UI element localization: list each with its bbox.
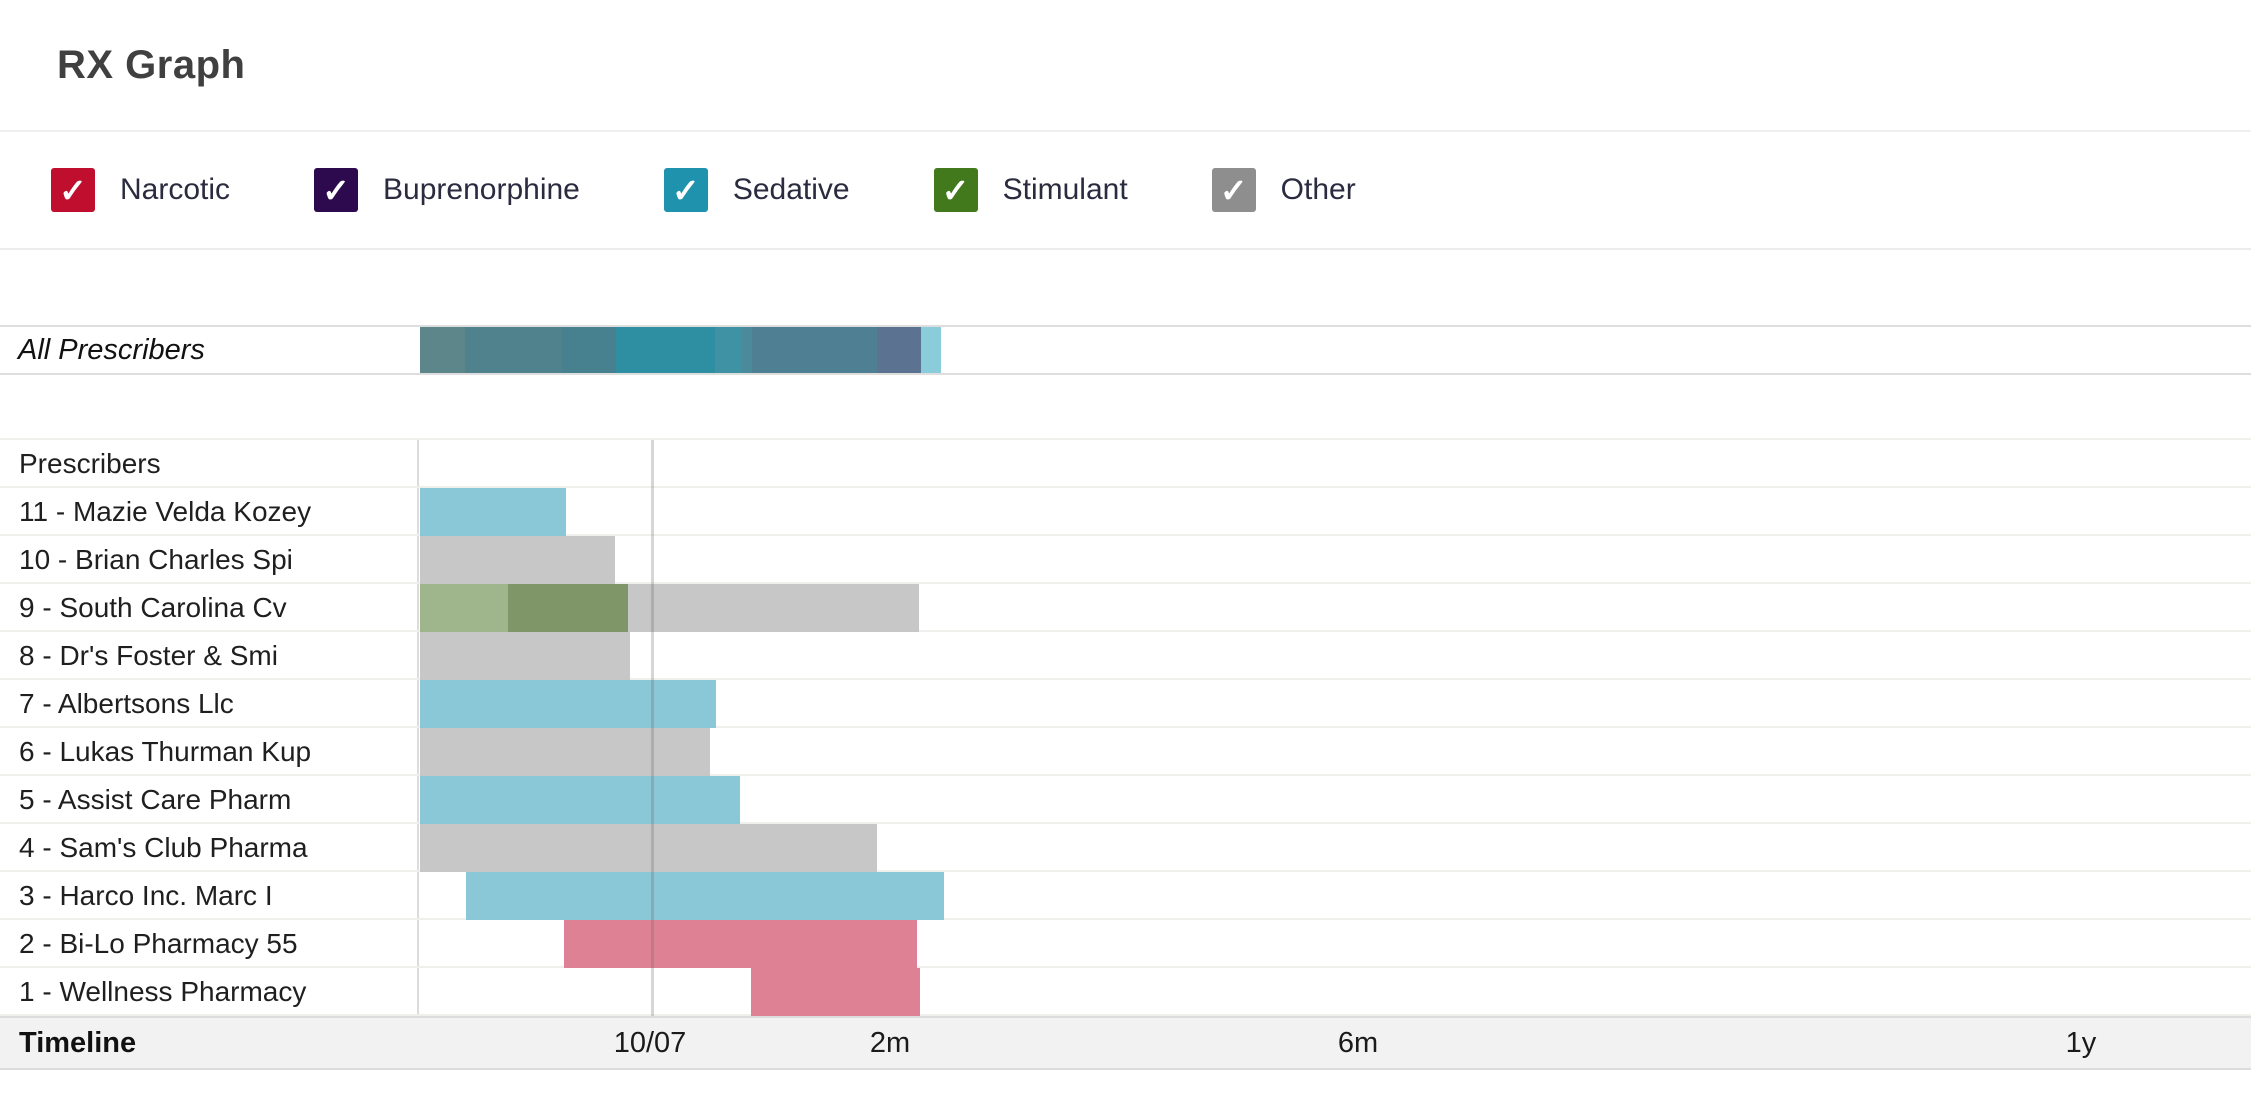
- all-prescribers-bar-segment[interactable]: [616, 327, 715, 373]
- prescriber-label: 7 - Albertsons Llc: [19, 688, 234, 719]
- other-bar[interactable]: [420, 632, 630, 680]
- check-icon: ✓: [59, 171, 87, 209]
- legend-item-sedative: ✓ Sedative: [663, 168, 850, 212]
- header: RX Graph: [0, 0, 2251, 132]
- other-bar[interactable]: [628, 584, 919, 632]
- legend-item-buprenorphine: ✓ Buprenorphine: [314, 168, 580, 212]
- all-prescribers-bar-segment[interactable]: [562, 327, 616, 373]
- prescriber-row-7-albertsons-llc: 7 - Albertsons Llc: [0, 680, 2251, 728]
- stimulant-overlap-bar[interactable]: [508, 584, 628, 632]
- check-icon: ✓: [1219, 171, 1248, 209]
- prescriber-label: 1 - Wellness Pharmacy: [19, 976, 307, 1007]
- prescribers-header-row: Prescribers: [0, 440, 2251, 488]
- checkbox-stimulant[interactable]: ✓: [933, 168, 978, 212]
- prescriber-row-10-brian-charles-spi: 10 - Brian Charles Spi: [0, 536, 2251, 584]
- legend-label: Sedative: [732, 173, 850, 206]
- checkbox-narcotic[interactable]: ✓: [51, 168, 95, 212]
- timeline-tick-6m: 6m: [1337, 1026, 1379, 1059]
- prescriber-label: 6 - Lukas Thurman Kup: [19, 736, 312, 767]
- prescriber-label: 10 - Brian Charles Spi: [19, 544, 293, 575]
- prescriber-row-8-dr-s-foster-smi: 8 - Dr's Foster & Smi: [0, 632, 2251, 680]
- narcotic-bar[interactable]: [564, 920, 917, 968]
- prescriber-row-6-lukas-thurman-kup: 6 - Lukas Thurman Kup: [0, 728, 2251, 776]
- all-prescribers-bar-segment[interactable]: [877, 327, 921, 373]
- prescriber-row-4-sam-s-club-pharma: 4 - Sam's Club Pharma: [0, 824, 2251, 872]
- legend-label: Narcotic: [120, 173, 231, 206]
- spacer: [0, 375, 2251, 438]
- category-legend: ✓ Narcotic ✓ Buprenorphine ✓ Sedative ✓ Stimula…: [0, 132, 2251, 250]
- sedative-bar[interactable]: [420, 488, 566, 536]
- column-divider: [417, 440, 419, 1016]
- prescriber-row-2-bi-lo-pharmacy-55: 2 - Bi-Lo Pharmacy 55: [0, 920, 2251, 968]
- timeline-axis: Timeline 10/07 2m 6m 1y: [0, 1016, 2251, 1070]
- prescriber-label: 3 - Harco Inc. Marc I: [19, 880, 273, 911]
- sedative-bar[interactable]: [466, 872, 944, 920]
- other-bar[interactable]: [420, 728, 710, 776]
- page-title: RX Graph: [57, 42, 246, 87]
- legend-label: Other: [1280, 173, 1356, 206]
- all-prescribers-bar-segment[interactable]: [715, 327, 742, 373]
- all-prescribers-bar-segment[interactable]: [465, 327, 562, 373]
- prescriber-row-3-harco-inc-marc-i: 3 - Harco Inc. Marc I: [0, 872, 2251, 920]
- timeline-tick-10-07: 10/07: [613, 1026, 687, 1059]
- prescriber-row-9-south-carolina-cv: 9 - South Carolina Cv: [0, 584, 2251, 632]
- check-icon: ✓: [672, 171, 700, 209]
- prescriber-row-1-wellness-pharmacy: 1 - Wellness Pharmacy: [0, 968, 2251, 1016]
- other-bar[interactable]: [420, 824, 877, 872]
- prescriber-row-11-mazie-velda-kozey: 11 - Mazie Velda Kozey: [0, 488, 2251, 536]
- prescriber-label: 9 - South Carolina Cv: [19, 592, 287, 623]
- timeline-axis-label: Timeline: [19, 1026, 137, 1059]
- checkbox-sedative[interactable]: ✓: [663, 168, 708, 212]
- timeline-tick-1y: 1y: [2065, 1026, 2097, 1059]
- legend-label: Stimulant: [1002, 173, 1128, 206]
- gridline-10-07: [651, 440, 654, 1016]
- prescriber-label: 5 - Assist Care Pharm: [19, 784, 292, 815]
- all-prescribers-bar-segment[interactable]: [921, 327, 941, 373]
- all-prescribers-bar-segment[interactable]: [742, 327, 752, 373]
- sedative-bar[interactable]: [420, 680, 716, 728]
- prescriber-row-5-assist-care-pharm: 5 - Assist Care Pharm: [0, 776, 2251, 824]
- prescriber-label: 8 - Dr's Foster & Smi: [19, 640, 278, 671]
- narcotic-bar[interactable]: [751, 968, 920, 1016]
- all-prescribers-bar-segment[interactable]: [752, 327, 877, 373]
- prescriber-label: 2 - Bi-Lo Pharmacy 55: [19, 928, 298, 959]
- checkbox-buprenorphine[interactable]: ✓: [314, 168, 359, 212]
- check-icon: ✓: [322, 171, 350, 209]
- timeline-tick-2m: 2m: [869, 1026, 911, 1059]
- spacer: [0, 250, 2251, 325]
- legend-item-stimulant: ✓ Stimulant: [933, 168, 1128, 212]
- legend-item-other: ✓ Other: [1211, 168, 1356, 212]
- prescriber-label: 4 - Sam's Club Pharma: [19, 832, 308, 863]
- other-bar[interactable]: [420, 536, 615, 584]
- prescribers-table: Prescribers 11 - Mazie Velda Kozey 10 - Br…: [0, 438, 2251, 1016]
- all-prescribers-label: All Prescribers: [18, 333, 205, 366]
- stimulant-bar[interactable]: [420, 584, 508, 632]
- checkbox-other[interactable]: ✓: [1211, 168, 1256, 212]
- legend-label: Buprenorphine: [383, 173, 580, 206]
- all-prescribers-row: All Prescribers: [0, 325, 2251, 375]
- sedative-bar[interactable]: [420, 776, 740, 824]
- check-icon: ✓: [941, 171, 970, 209]
- legend-item-narcotic: ✓ Narcotic: [51, 168, 230, 212]
- prescriber-label: 11 - Mazie Velda Kozey: [19, 496, 312, 527]
- all-prescribers-bar-segment[interactable]: [420, 327, 465, 373]
- prescribers-header-label: Prescribers: [19, 448, 161, 479]
